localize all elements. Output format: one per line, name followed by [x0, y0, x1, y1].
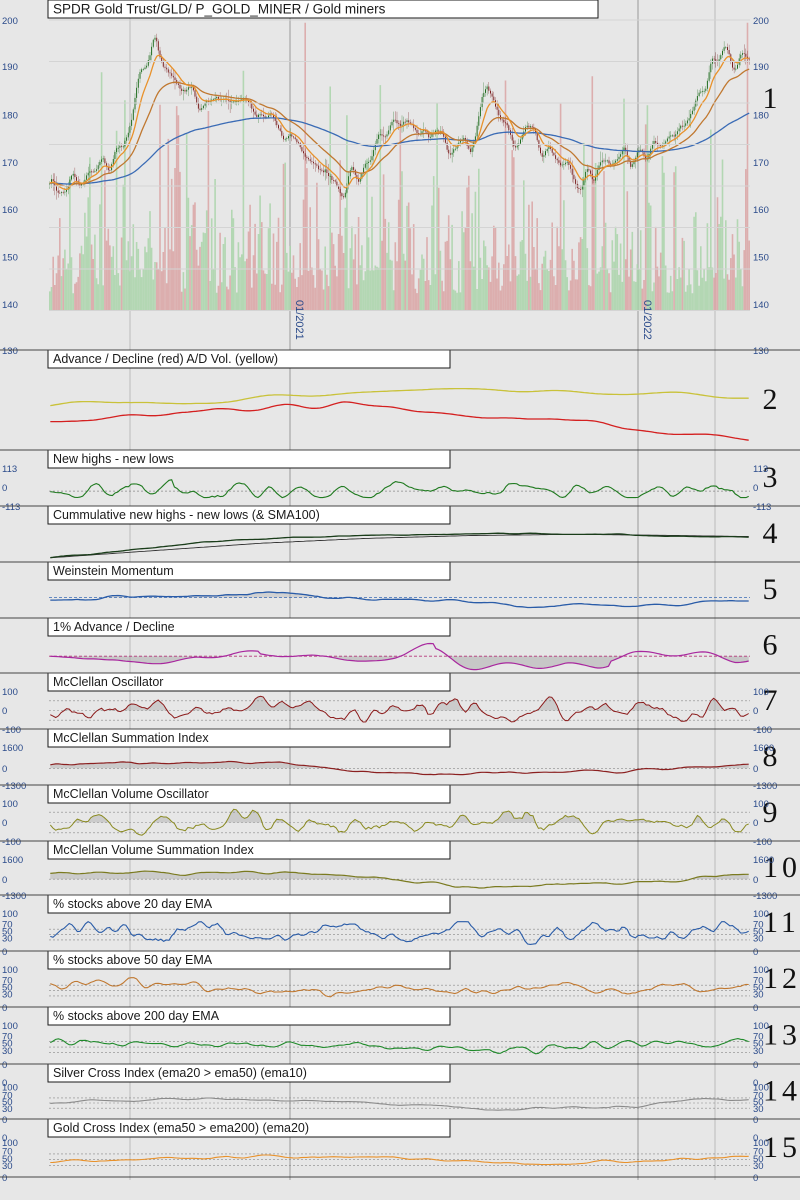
svg-text:Silver Cross Index (ema20 > em: Silver Cross Index (ema20 > ema50) (ema1… — [53, 1066, 307, 1080]
svg-text:113: 113 — [753, 464, 768, 475]
svg-text:0: 0 — [753, 1003, 758, 1014]
svg-text:0: 0 — [753, 947, 758, 958]
svg-text:-100: -100 — [753, 837, 772, 848]
svg-text:160: 160 — [2, 205, 18, 216]
svg-text:4: 4 — [763, 517, 778, 550]
svg-text:150: 150 — [753, 253, 769, 264]
svg-text:SPDR Gold Trust/GLD/ P_GOLD_MI: SPDR Gold Trust/GLD/ P_GOLD_MINER / Gold… — [53, 2, 386, 17]
svg-text:New highs - new lows: New highs - new lows — [53, 452, 174, 466]
svg-text:190: 190 — [2, 62, 18, 73]
svg-text:-100: -100 — [2, 837, 21, 848]
svg-text:0: 0 — [753, 1173, 758, 1184]
svg-text:0: 0 — [2, 1060, 7, 1071]
svg-text:McClellan Summation Index: McClellan Summation Index — [53, 731, 209, 745]
svg-text:100: 100 — [2, 799, 18, 810]
svg-text:0: 0 — [753, 706, 758, 717]
svg-text:30: 30 — [753, 989, 764, 1000]
svg-text:0: 0 — [753, 764, 758, 775]
svg-text:-1300: -1300 — [753, 781, 777, 792]
svg-text:0: 0 — [2, 764, 7, 775]
svg-text:130: 130 — [753, 346, 769, 357]
svg-text:% stocks above 200 day EMA: % stocks above 200 day EMA — [53, 1009, 220, 1023]
svg-text:200: 200 — [753, 16, 769, 27]
svg-text:30: 30 — [2, 1104, 13, 1115]
svg-text:% stocks above 20 day EMA: % stocks above 20 day EMA — [53, 897, 213, 911]
svg-text:-1300: -1300 — [2, 781, 26, 792]
svg-text:100: 100 — [2, 687, 18, 698]
svg-text:1600: 1600 — [2, 743, 23, 754]
svg-text:McClellan Oscillator: McClellan Oscillator — [53, 675, 163, 689]
svg-text:30: 30 — [2, 1046, 13, 1057]
svg-text:1600: 1600 — [2, 855, 23, 866]
svg-text:McClellan Volume Oscillator: McClellan Volume Oscillator — [53, 787, 209, 801]
svg-text:0: 0 — [2, 1115, 7, 1126]
svg-text:01/2021: 01/2021 — [293, 300, 305, 340]
svg-text:30: 30 — [2, 1161, 13, 1172]
svg-text:170: 170 — [753, 158, 769, 169]
svg-text:0: 0 — [753, 818, 758, 829]
svg-text:01/2022: 01/2022 — [641, 300, 653, 340]
svg-text:0: 0 — [2, 947, 7, 958]
svg-text:180: 180 — [753, 110, 769, 121]
svg-text:30: 30 — [753, 1161, 764, 1172]
svg-text:0: 0 — [753, 875, 758, 886]
svg-text:1600: 1600 — [753, 855, 774, 866]
svg-text:2: 2 — [763, 383, 778, 416]
svg-text:190: 190 — [753, 62, 769, 73]
svg-text:0: 0 — [753, 1060, 758, 1071]
svg-text:0: 0 — [2, 875, 7, 886]
svg-text:100: 100 — [753, 799, 769, 810]
svg-text:30: 30 — [2, 933, 13, 944]
svg-text:0: 0 — [753, 483, 758, 494]
svg-text:180: 180 — [2, 110, 18, 121]
svg-text:130: 130 — [2, 346, 18, 357]
svg-text:0: 0 — [2, 818, 7, 829]
svg-text:-113: -113 — [2, 502, 20, 513]
svg-text:-113: -113 — [753, 502, 771, 513]
svg-text:1600: 1600 — [753, 743, 774, 754]
svg-text:5: 5 — [763, 573, 778, 606]
svg-text:Gold Cross Index (ema50 > ema2: Gold Cross Index (ema50 > ema200) (ema20… — [53, 1121, 309, 1135]
svg-text:-100: -100 — [753, 725, 772, 736]
svg-text:200: 200 — [2, 16, 18, 27]
svg-text:Cummulative new highs - new lo: Cummulative new highs - new lows (& SMA1… — [53, 508, 320, 522]
svg-text:-100: -100 — [2, 725, 21, 736]
svg-text:113: 113 — [2, 464, 17, 475]
svg-text:0: 0 — [2, 483, 7, 494]
svg-text:0: 0 — [2, 1003, 7, 1014]
svg-text:30: 30 — [2, 989, 13, 1000]
svg-text:0: 0 — [2, 706, 7, 717]
svg-text:-1300: -1300 — [753, 891, 777, 902]
svg-text:150: 150 — [2, 253, 18, 264]
svg-text:6: 6 — [763, 629, 778, 662]
svg-text:McClellan Volume Summation Ind: McClellan Volume Summation Index — [53, 843, 255, 857]
svg-text:140: 140 — [2, 300, 18, 311]
svg-text:170: 170 — [2, 158, 18, 169]
svg-text:0: 0 — [2, 1173, 7, 1184]
svg-text:100: 100 — [2, 1021, 18, 1032]
svg-text:100: 100 — [753, 687, 769, 698]
svg-text:1% Advance / Decline: 1% Advance / Decline — [53, 620, 175, 634]
svg-text:30: 30 — [753, 933, 764, 944]
svg-text:30: 30 — [753, 1046, 764, 1057]
svg-text:160: 160 — [753, 205, 769, 216]
svg-text:Weinstein Momentum: Weinstein Momentum — [53, 564, 174, 578]
svg-text:-1300: -1300 — [2, 891, 26, 902]
svg-text:0: 0 — [753, 1115, 758, 1126]
svg-text:Advance / Decline (red) A/D Vo: Advance / Decline (red) A/D Vol. (yellow… — [53, 352, 278, 366]
svg-text:30: 30 — [753, 1104, 764, 1115]
svg-text:140: 140 — [753, 300, 769, 311]
svg-text:100: 100 — [753, 1021, 769, 1032]
svg-text:% stocks above 50 day EMA: % stocks above 50 day EMA — [53, 953, 213, 967]
